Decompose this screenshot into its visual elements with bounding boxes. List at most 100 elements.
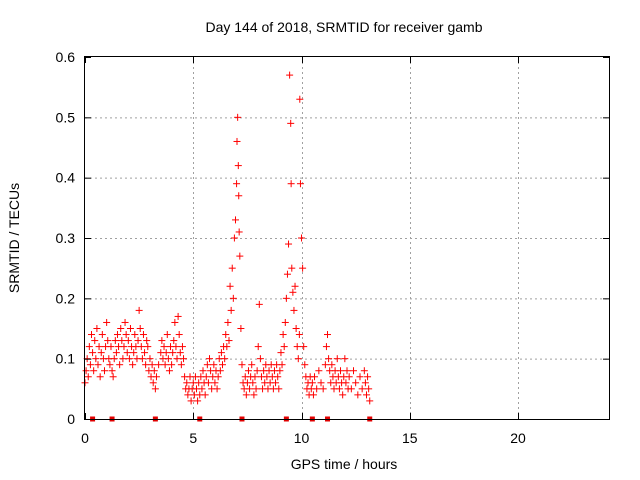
data-point — [321, 361, 329, 369]
data-point — [89, 349, 97, 357]
data-point — [361, 379, 369, 387]
data-point — [283, 270, 291, 278]
data-point — [234, 113, 242, 121]
data-point — [300, 343, 308, 351]
y-tick-label: 0.3 — [56, 230, 76, 246]
data-point — [235, 228, 243, 236]
data-point — [160, 343, 168, 351]
data-point — [106, 361, 114, 369]
data-point — [98, 331, 106, 339]
data-point — [201, 391, 209, 399]
data-point — [235, 192, 243, 200]
data-point — [151, 385, 159, 393]
data-point — [356, 373, 364, 381]
data-point — [250, 391, 258, 399]
data-point — [176, 349, 184, 357]
data-point — [236, 252, 244, 260]
data-point — [129, 361, 137, 369]
data-point — [347, 385, 355, 393]
data-point — [162, 349, 170, 357]
y-axis-label: SRMTID / TECUs — [6, 183, 22, 293]
data-point — [158, 337, 166, 345]
data-point — [280, 343, 288, 351]
data-point — [274, 373, 282, 381]
data-point — [210, 361, 218, 369]
data-point — [174, 312, 182, 320]
data-point — [113, 331, 121, 339]
data-point — [290, 306, 298, 314]
axis-ticks — [85, 57, 609, 420]
data-point — [278, 361, 286, 369]
data-point — [255, 300, 263, 308]
data-point — [224, 318, 232, 326]
x-tick-label: 20 — [510, 430, 526, 446]
data-point — [123, 349, 131, 357]
data-point — [141, 349, 149, 357]
x-axis-label: GPS time / hours — [291, 456, 398, 472]
data-point — [95, 343, 103, 351]
data-point — [138, 355, 146, 363]
data-point — [238, 361, 246, 369]
data-point — [180, 355, 188, 363]
data-point — [277, 349, 285, 357]
data-point — [244, 367, 252, 375]
data-point — [233, 180, 241, 188]
data-point — [279, 331, 287, 339]
data-point — [183, 379, 191, 387]
data-point — [136, 325, 144, 332]
data-point — [275, 385, 283, 393]
data-point — [84, 373, 92, 381]
data-point — [229, 294, 237, 302]
x-tick-label: 15 — [402, 430, 418, 446]
data-point — [148, 361, 156, 369]
data-point — [93, 325, 101, 332]
data-point — [291, 282, 299, 290]
data-point — [111, 337, 119, 345]
data-point — [216, 367, 224, 375]
data-point — [226, 282, 234, 290]
data-point — [90, 367, 98, 375]
data-point — [103, 318, 111, 326]
data-point — [169, 349, 177, 357]
data-point — [155, 361, 163, 369]
data-point — [168, 361, 176, 369]
data-point — [165, 367, 173, 375]
data-point — [175, 331, 183, 339]
data-point — [222, 331, 230, 339]
x-tick-label: 10 — [294, 430, 310, 446]
data-point — [313, 385, 321, 393]
data-point — [177, 361, 185, 369]
data-point — [231, 216, 239, 224]
x-tick-labels: 0 5 10 15 20 — [81, 430, 526, 446]
data-point — [213, 385, 221, 393]
data-point — [230, 234, 238, 242]
data-point — [109, 373, 117, 381]
grid-lines — [85, 57, 609, 419]
data-point — [233, 137, 241, 145]
data-point — [131, 331, 139, 339]
y-tick-label: 0.5 — [56, 109, 76, 125]
data-point — [354, 391, 362, 399]
data-point — [319, 385, 327, 393]
chart-title: Day 144 of 2018, SRMTID for receiver gam… — [205, 19, 482, 35]
data-point — [254, 343, 262, 351]
data-point — [144, 343, 152, 351]
y-tick-label: 0.2 — [56, 290, 76, 306]
data-point — [134, 337, 142, 345]
data-point — [287, 180, 295, 188]
data-point — [142, 361, 150, 369]
data-point — [298, 234, 306, 242]
data-point — [289, 288, 297, 296]
data-point — [198, 385, 206, 393]
x-tick-label: 0 — [81, 430, 89, 446]
data-point — [137, 343, 145, 351]
data-point — [126, 325, 134, 332]
data-point — [352, 379, 360, 387]
data-point — [125, 355, 133, 363]
data-point — [218, 361, 226, 369]
data-point — [221, 355, 229, 363]
data-point — [110, 355, 118, 363]
data-point — [366, 397, 374, 405]
data-point — [187, 397, 195, 405]
